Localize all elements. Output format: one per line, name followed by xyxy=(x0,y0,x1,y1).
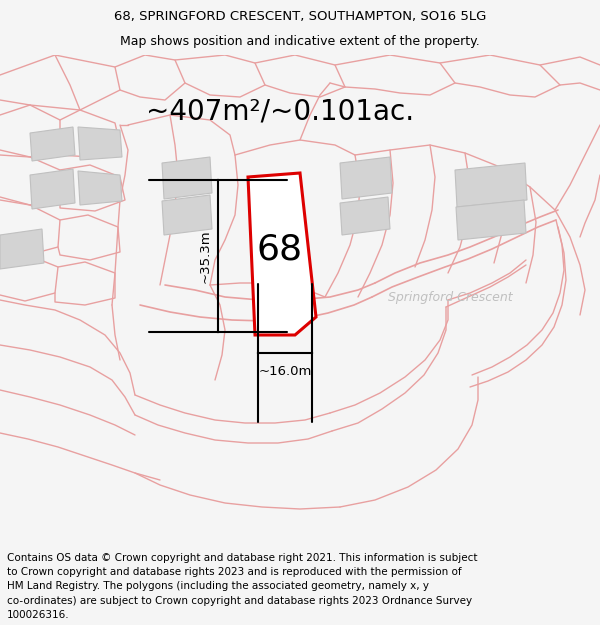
Text: 68, SPRINGFORD CRESCENT, SOUTHAMPTON, SO16 5LG: 68, SPRINGFORD CRESCENT, SOUTHAMPTON, SO… xyxy=(114,10,486,23)
Polygon shape xyxy=(30,169,75,209)
Text: ~35.3m: ~35.3m xyxy=(199,229,212,282)
Text: Springford Crescent: Springford Crescent xyxy=(388,291,512,304)
Polygon shape xyxy=(340,157,392,199)
Text: ~407m²/~0.101ac.: ~407m²/~0.101ac. xyxy=(146,97,414,125)
Text: HM Land Registry. The polygons (including the associated geometry, namely x, y: HM Land Registry. The polygons (includin… xyxy=(7,581,429,591)
Polygon shape xyxy=(0,229,44,269)
Polygon shape xyxy=(340,197,390,235)
Text: 68: 68 xyxy=(257,233,303,267)
Text: co-ordinates) are subject to Crown copyright and database rights 2023 Ordnance S: co-ordinates) are subject to Crown copyr… xyxy=(7,596,472,606)
Polygon shape xyxy=(162,195,212,235)
Text: Map shows position and indicative extent of the property.: Map shows position and indicative extent… xyxy=(120,35,480,48)
Text: 100026316.: 100026316. xyxy=(7,610,70,620)
Polygon shape xyxy=(456,200,526,240)
Polygon shape xyxy=(248,173,316,335)
Polygon shape xyxy=(30,127,75,161)
Text: ~16.0m: ~16.0m xyxy=(259,365,311,378)
Polygon shape xyxy=(78,171,122,205)
Polygon shape xyxy=(162,157,212,199)
Text: to Crown copyright and database rights 2023 and is reproduced with the permissio: to Crown copyright and database rights 2… xyxy=(7,568,462,578)
Text: Contains OS data © Crown copyright and database right 2021. This information is : Contains OS data © Crown copyright and d… xyxy=(7,553,478,563)
Polygon shape xyxy=(455,163,527,207)
Polygon shape xyxy=(78,127,122,160)
